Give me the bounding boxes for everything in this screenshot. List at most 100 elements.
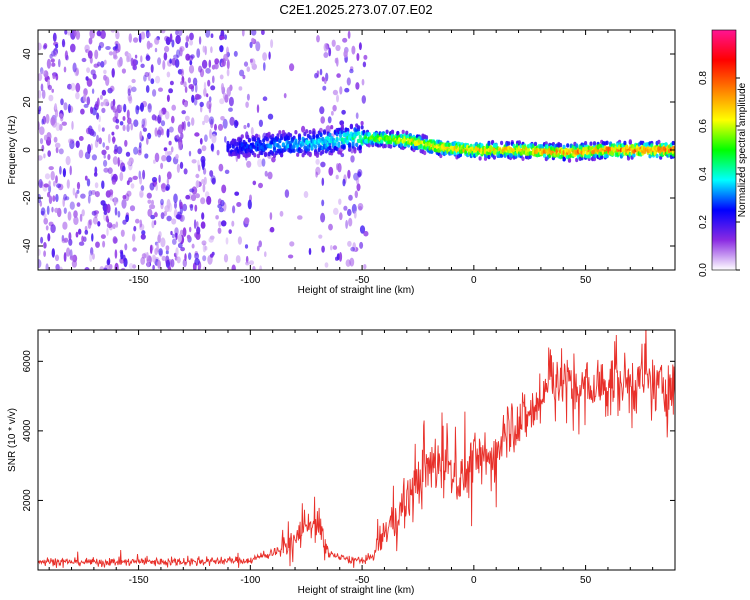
- spectrogram-cell: [140, 256, 146, 265]
- spectrogram-cell: [51, 248, 55, 258]
- spectrogram-cell: [584, 141, 588, 146]
- spectrogram-cell: [60, 98, 64, 106]
- spectrogram-cell: [52, 50, 58, 57]
- spectrogram-cell: [66, 179, 70, 189]
- spectrogram-cell: [158, 109, 163, 118]
- spectrogram-cell: [55, 175, 58, 184]
- spectrogram-cell: [605, 153, 609, 158]
- snr-plot-area: [38, 330, 675, 568]
- spectrogram-cell: [330, 245, 333, 251]
- spectrogram-y-label: Frequency (Hz): [7, 116, 18, 185]
- spectrogram-cell: [328, 145, 332, 150]
- spectrogram-cell: [322, 130, 327, 135]
- spectrogram-cell: [40, 70, 46, 75]
- spectrogram-cell: [121, 198, 127, 209]
- spectrogram-cell: [115, 118, 120, 124]
- spectrogram-cell: [103, 210, 108, 215]
- spectrogram-cell: [233, 50, 238, 57]
- spectrogram-cell: [319, 106, 325, 115]
- spectrogram-cell: [125, 214, 129, 223]
- spectrogram-cell: [332, 89, 338, 96]
- spectrogram-cell: [81, 209, 85, 217]
- spectrogram-cell: [336, 94, 339, 103]
- spectrogram-cell: [158, 231, 162, 238]
- spectrogram-cell: [43, 134, 48, 141]
- spectrogram-cell: [41, 118, 44, 125]
- spectrogram-cell: [62, 168, 66, 178]
- spectrogram-cell: [48, 184, 52, 194]
- spectrogram-cell: [201, 161, 205, 171]
- spectrogram-cell: [261, 158, 266, 167]
- spectrogram-cell: [119, 171, 124, 182]
- spectrogram-cell: [88, 190, 93, 197]
- spectrogram-cell: [353, 172, 359, 181]
- spectrogram-cell: [132, 233, 136, 242]
- spectrogram-cell: [204, 134, 208, 142]
- spectrogram-cell: [207, 79, 211, 87]
- spectrogram-cell: [348, 142, 352, 147]
- spectrogram-cell: [54, 103, 57, 110]
- spectrogram-cell: [363, 54, 368, 60]
- spectrogram-cell: [301, 125, 306, 133]
- spectrogram-cell: [338, 252, 343, 262]
- spectrogram-cell: [96, 97, 100, 107]
- spectrogram-cell: [339, 150, 343, 155]
- spectrogram-cell: [105, 215, 109, 223]
- spectrogram-cell: [39, 138, 44, 145]
- spectrogram-cell: [308, 247, 312, 256]
- spectrogram-cell: [336, 57, 339, 67]
- spectrogram-cell: [190, 54, 195, 59]
- spectrogram-cell: [341, 109, 346, 115]
- spectrogram-cell: [190, 194, 197, 202]
- spectrogram-cell: [263, 62, 266, 71]
- spectrogram-cell: [357, 203, 364, 211]
- spectrogram-cell: [252, 180, 257, 186]
- spectrogram-cell: [245, 261, 250, 266]
- spectrogram-cell: [623, 140, 627, 146]
- spectrogram-panel: -150 -100 -50 0 50 -40 -20 0 20 40 Height of str…: [7, 29, 676, 296]
- spectrogram-cell: [38, 155, 43, 161]
- spectrogram-cell: [208, 59, 212, 68]
- spectrogram-cell: [161, 182, 167, 193]
- spectrogram-cell: [258, 182, 263, 189]
- spectrogram-cell: [154, 211, 158, 218]
- spectrogram-cell: [283, 93, 287, 99]
- spectrogram-cell: [155, 75, 161, 84]
- spectrogram-cell: [575, 143, 579, 148]
- colorbar-tick-label: 0.8: [698, 71, 709, 85]
- spectrogram-cell: [152, 254, 156, 263]
- spectrogram-cell: [228, 107, 233, 112]
- spectrogram-cell: [61, 238, 67, 244]
- spectrogram-cell: [323, 43, 328, 52]
- spectrogram-cell: [356, 53, 360, 61]
- spectrogram-cell: [64, 30, 68, 35]
- spectrogram-cell: [103, 98, 109, 107]
- spectrogram-cell: [355, 112, 359, 119]
- spectrogram-cell: [353, 149, 357, 154]
- spectrogram-cell: [328, 47, 332, 57]
- spectrogram-cell: [212, 75, 215, 84]
- spectrogram-cell: [91, 233, 94, 242]
- spectrogram-cell: [626, 156, 631, 161]
- spectrogram-cell: [51, 62, 56, 67]
- spectrogram-cell: [68, 238, 73, 246]
- spectrogram-cell: [214, 58, 220, 65]
- spectrogram-cell: [38, 42, 42, 51]
- spectrogram-cell: [107, 154, 111, 161]
- spectrogram-cell: [592, 141, 597, 146]
- spectrogram-cell: [142, 127, 147, 132]
- spectrogram-cell: [41, 89, 46, 100]
- spectrogram-cell: [383, 143, 387, 149]
- spectrogram-cell: [99, 94, 103, 100]
- spectrogram-cell: [219, 45, 224, 53]
- spectrogram-cell: [171, 58, 177, 66]
- spectrogram-cell: [128, 96, 133, 104]
- spectrogram-cell: [278, 145, 282, 150]
- spectrogram-cell: [408, 133, 412, 138]
- spectrogram-cell: [589, 141, 593, 146]
- spectrogram-cell: [90, 69, 96, 76]
- spectrogram-cell: [154, 47, 158, 53]
- spectrogram-cell: [158, 174, 161, 183]
- spectrogram-cell: [209, 129, 212, 139]
- spectrogram-cell: [308, 152, 312, 158]
